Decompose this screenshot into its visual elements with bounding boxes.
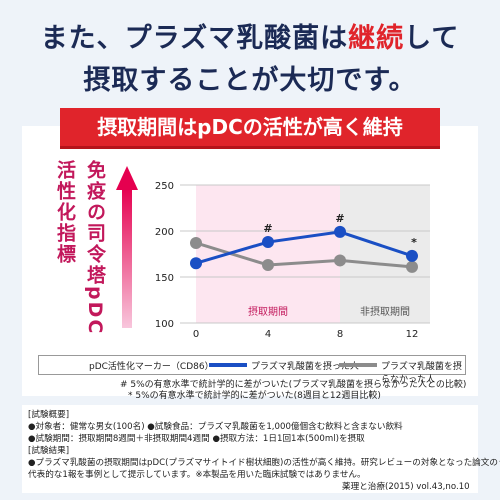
y-tick-label: 100 [155,319,174,330]
data-point-1 [262,259,274,272]
info-source: 薬理と治療(2015) vol.43,no.10 [342,482,470,492]
note-star: * 5%の有意水準で統計学的に差がついた(8週目と12週目比較) [128,391,381,401]
data-point-0 [406,249,418,262]
headline-emphasis: 継続 [348,23,405,54]
vertical-axis-label: 免疫の司令塔pDC 活性化指標 [54,160,106,336]
y-tick-label: 250 [155,181,174,192]
chart-banner: 摂取期間はpDCの活性が高く維持 [60,108,440,146]
headline-part: また、プラズマ乳酸菌は [40,23,349,54]
significance-marker: * [411,236,417,249]
x-tick-label: 4 [265,329,271,340]
x-tick-label: 12 [406,329,419,340]
data-point-1 [406,260,418,273]
info-line-1: ●対象者：健常な男女(100名) ●試験食品：プラズマ乳酸菌を1,000億個含む… [28,422,403,432]
region-intake-bg [196,185,340,323]
headline-line2: 摂取することが大切です。 [83,65,417,96]
significance-marker: # [263,222,272,235]
data-point-1 [334,254,346,267]
info-line-3: ●プラズマ乳酸菌の摂取期間はpDC(プラズマサイトイド樹状細胞)の活性が高く維持… [28,458,500,468]
y-tick-label: 200 [155,227,174,238]
series-line-0 [195,230,413,265]
info-heading-overview: [試験概要] [28,410,70,420]
info-line-2: ●試験期間：摂取期間8週間＋非摂取期間4週間 ●摂取方法：1日1回1本(500m… [28,434,365,444]
note-hash: # 5%の有意水準で統計学的に差がついた(プラズマ乳酸菌を摂らなかった人との比較… [120,380,467,390]
study-info: [試験概要] ●対象者：健常な男女(100名) ●試験食品：プラズマ乳酸菌を1,… [22,405,500,493]
arrow-head [116,166,138,190]
info-heading-results: [試験結果] [28,446,70,456]
legend-label-not-taken: プラズマ乳酸菌を摂らなかった人 [381,362,462,385]
data-point-1 [190,236,202,249]
legend-title: pDC活性化マーカー（CD86） [89,362,214,372]
legend-swatch-not-taken [339,363,377,367]
headline-line1: また、プラズマ乳酸菌は継続して [0,16,500,55]
y-tick-label: 150 [155,273,174,284]
region-nonintake-label: 非摂取期間 [360,305,410,318]
data-point-0 [190,257,202,270]
data-point-0 [334,225,346,238]
legend-label-taken: プラズマ乳酸菌を摂った人 [251,362,359,372]
region-intake-label: 摂取期間 [248,305,288,318]
arrow-shaft [122,188,132,328]
x-tick-label: 0 [193,329,199,340]
info-line-4: 代表的な1報を事例として提示しています。※本製品を用いた臨床試験ではありません。 [28,470,366,480]
x-tick-label: 8 [337,329,343,340]
data-point-0 [262,236,274,249]
significance-marker: # [335,212,344,225]
legend: pDC活性化マーカー（CD86） プラズマ乳酸菌を摂った人 プラズマ乳酸菌を摂ら… [38,355,466,385]
legend-swatch-taken [209,363,247,367]
headline-part: して [404,23,460,54]
